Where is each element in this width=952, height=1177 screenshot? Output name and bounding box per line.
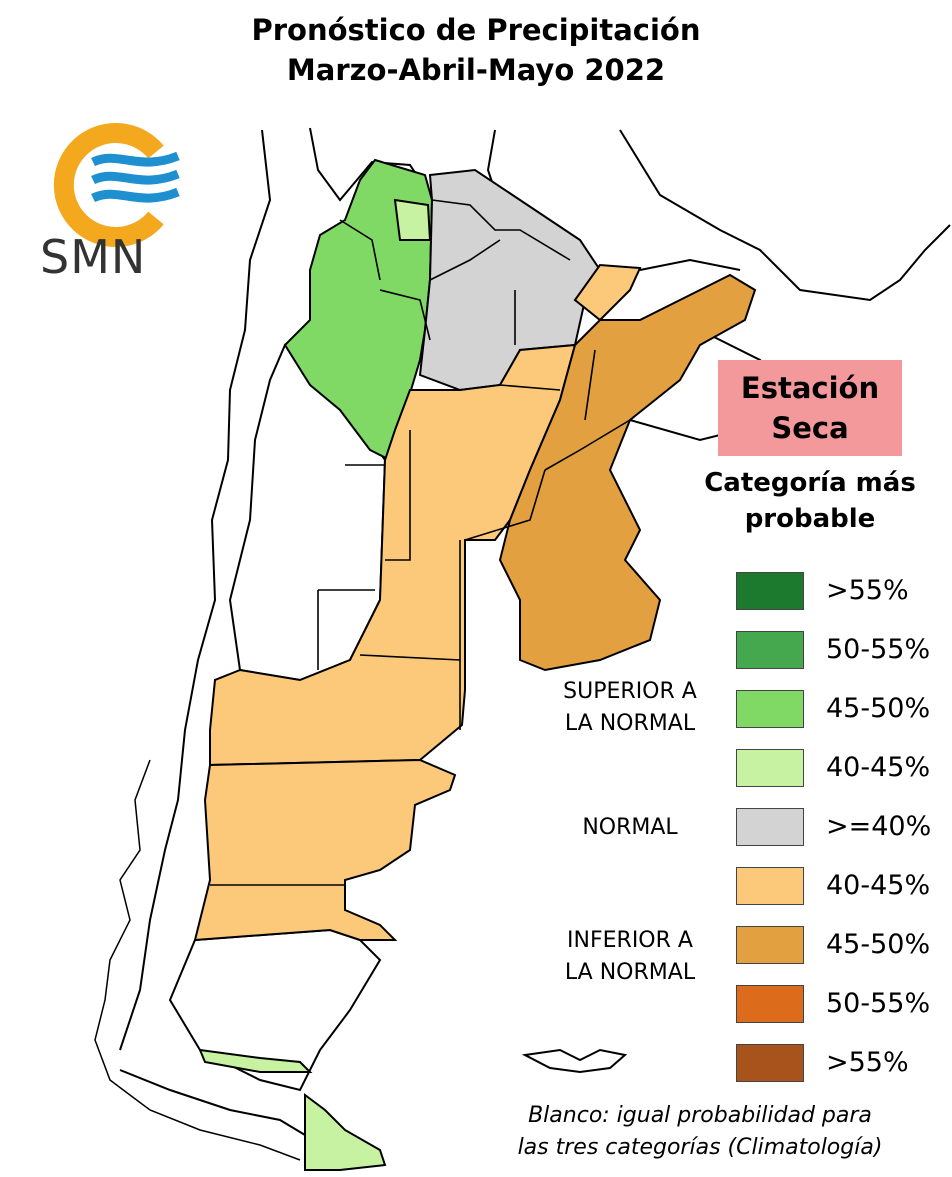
legend-item: 50-55% [736,985,951,1025]
season-badge: Estación Seca [718,360,902,456]
superior-line-1: SUPERIOR A [563,679,697,704]
legend-label: 50-55% [826,988,931,1019]
legend-swatch [736,926,804,964]
footnote: Blanco: igual probabilidad para las tres… [480,1100,920,1164]
argentina-regions [168,158,757,1092]
legend-swatch [736,631,804,669]
legend-label: 40-45% [826,752,931,783]
legend-label: >55% [826,1047,909,1078]
legend-item: 40-45% [736,749,951,789]
legend-label: 45-50% [826,693,931,724]
inferior-line-2: LA NORMAL [564,960,696,985]
province-borders [210,199,631,886]
inferior-line-1: INFERIOR A [567,928,693,953]
legend-swatch [736,690,804,728]
legend-label: >55% [826,575,909,606]
argentina-map [94,127,951,1171]
region-orange-northeast [573,263,642,322]
legend-swatch [736,808,804,846]
title-line-2: Marzo-Abril-Mayo 2022 [286,53,666,87]
region-orange-patagonia [193,758,457,942]
smn-logo-text: SMN [40,230,147,284]
legend-swatch [736,572,804,610]
season-line-2: Seca [771,411,849,445]
chile-coast [94,759,301,1161]
superior-line-2: LA NORMAL [564,711,696,736]
legend-item: 50-55% [736,631,951,671]
region-orange-east [498,273,757,672]
legend-group-superior: SUPERIOR A LA NORMAL [540,676,720,740]
legend-swatch [736,749,804,787]
season-line-1: Estación [740,371,880,405]
legend-item: >55% [736,1044,951,1084]
legend-item: 45-50% [736,926,951,966]
title-line-1: Pronóstico de Precipitación [251,13,701,47]
region-green-light [393,198,432,241]
legend-heading: Categoría más probable [680,465,940,537]
legend-group-normal: NORMAL [582,815,678,840]
islas-malvinas [521,1048,628,1074]
legend-label: 40-45% [826,870,931,901]
map-title: Pronóstico de Precipitación Marzo-Abril-… [0,10,952,90]
region-green-tierra-del-fuego [304,1093,387,1171]
tierra-del-fuego [119,1048,387,1171]
legend-swatch [736,985,804,1023]
legend-heading-line-2: probable [744,504,876,534]
legend-label: 45-50% [826,929,931,960]
legend-item: >55% [736,572,951,612]
footnote-line-1: Blanco: igual probabilidad para [528,1103,872,1128]
legend-item: >=40% [736,808,951,848]
footnote-line-2: las tres categorías (Climatología) [517,1135,883,1160]
legend-label: 50-55% [826,634,931,665]
legend-swatch [736,1044,804,1082]
region-green-south-strip [198,1048,313,1073]
legend-label: >=40% [826,811,932,842]
legend-swatch [736,867,804,905]
legend-item: 40-45% [736,867,951,907]
legend-heading-line-1: Categoría más [704,468,916,498]
smn-logo-icon [53,123,180,247]
legend-group-inferior: INFERIOR A LA NORMAL [540,925,720,989]
legend-item: 45-50% [736,690,951,730]
